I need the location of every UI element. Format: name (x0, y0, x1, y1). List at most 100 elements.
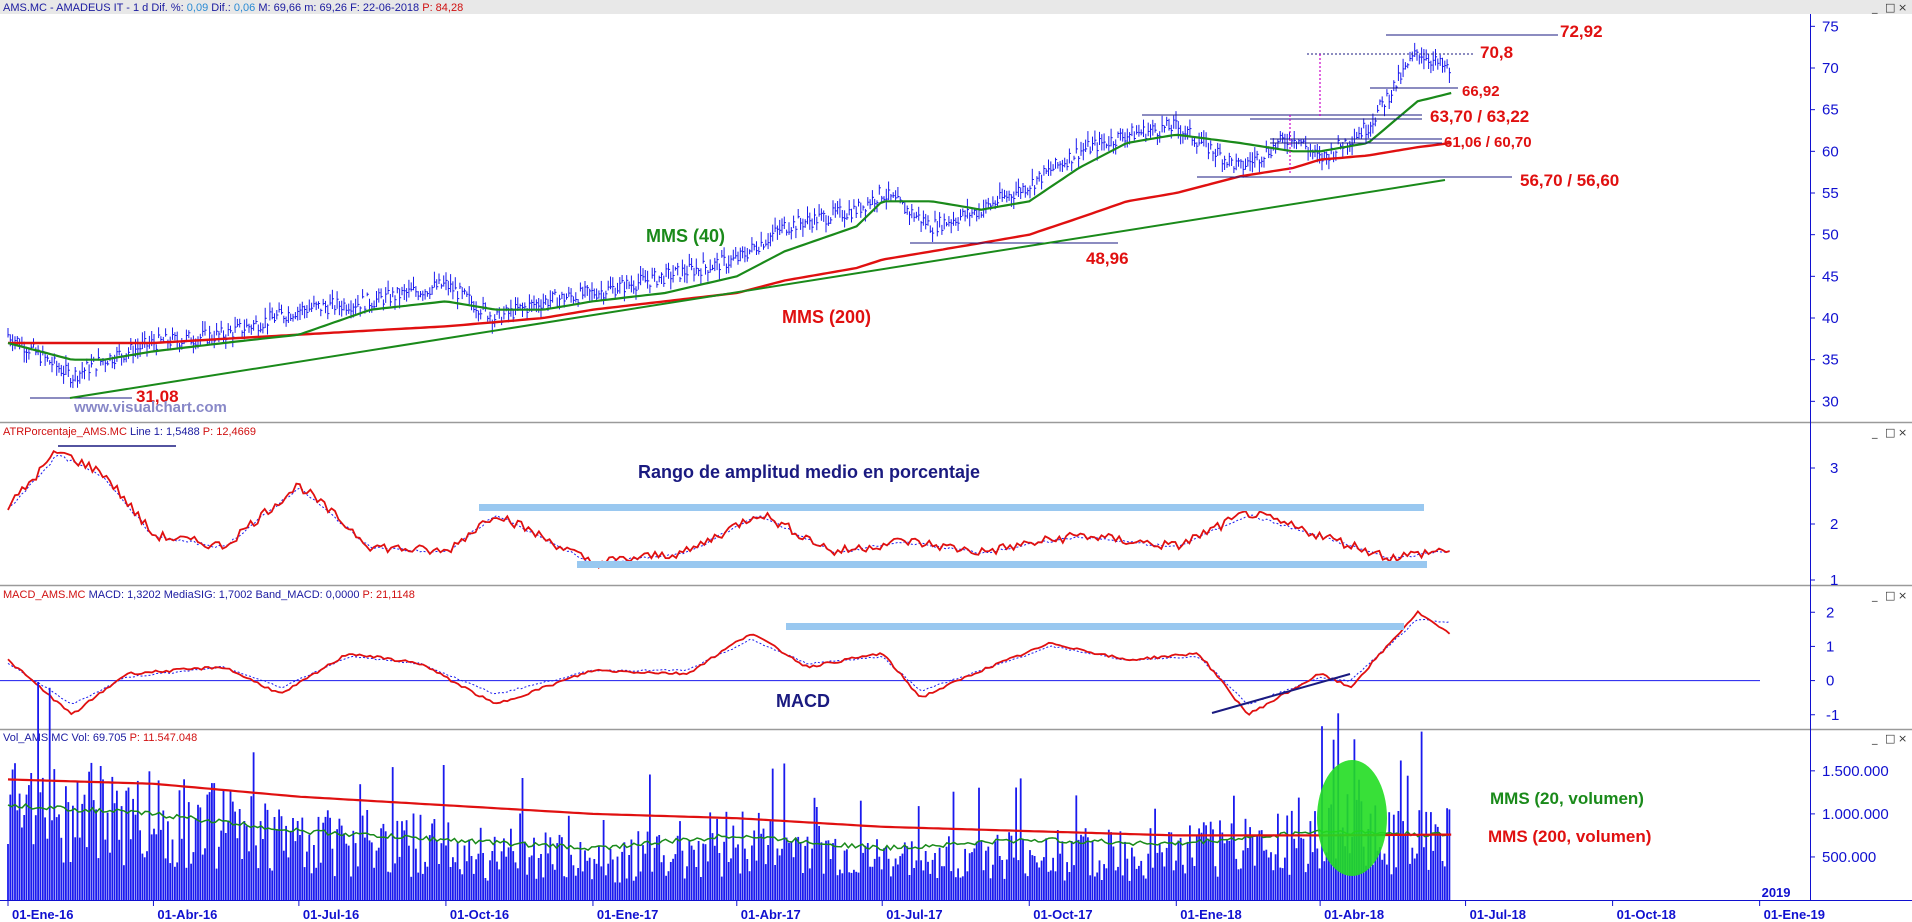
x-tick-label: 01-Abr-17 (741, 907, 801, 922)
volume-bar (665, 875, 667, 900)
volume-bar (162, 810, 165, 900)
volume-annotations: MMS (20, volumen) MMS (200, volumen) (1317, 760, 1651, 876)
volume-bar (690, 845, 693, 900)
minimize-icon[interactable]: _ (1871, 732, 1878, 745)
volume-bar (799, 843, 802, 900)
volume-bar (591, 879, 593, 900)
volume-bar (259, 821, 262, 900)
volume-bar (1265, 849, 1268, 900)
volume-bar (18, 793, 21, 900)
minimize-icon[interactable]: _ (1871, 426, 1878, 439)
volume-bar (542, 877, 545, 900)
volume-bar (883, 848, 885, 900)
volume-bar (452, 857, 454, 900)
close-icon[interactable]: × (1898, 1, 1907, 14)
volume-bar (839, 869, 841, 900)
volume-bar (51, 820, 53, 900)
volume-bar (169, 863, 172, 900)
close-icon[interactable]: × (1898, 426, 1907, 439)
volume-bar (741, 811, 744, 900)
x-tick-label: 01-Oct-18 (1617, 907, 1676, 922)
restore-icon[interactable]: □ (1885, 426, 1895, 439)
volume-bar (326, 810, 329, 900)
y-tick-label: 35 (1822, 352, 1839, 369)
volume-bar (676, 835, 679, 900)
y-tick-label: 1.500.000 (1822, 763, 1889, 780)
series-line-mms-40 (7, 91, 1452, 361)
volume-bar (1202, 822, 1205, 900)
volume-bar (1070, 841, 1073, 900)
volume-bar (1395, 867, 1397, 900)
volume-bar (1172, 870, 1175, 900)
x-tick-label: 01-Jul-18 (1470, 907, 1526, 922)
price-labels: 72,92 70,8 66,92 63,70 / 63,22 61,06 / 6… (73, 22, 1619, 416)
volume-bar (1131, 847, 1133, 900)
x-tick-label: 01-Oct-16 (450, 907, 509, 922)
volume-bar (236, 838, 239, 900)
volume-bar (463, 845, 466, 900)
volume-bar (118, 839, 121, 900)
volume-bar (220, 830, 223, 900)
volume-window-buttons[interactable]: _ □ × (1871, 732, 1907, 745)
volume-bar (1175, 860, 1177, 900)
volume-bar (401, 821, 403, 900)
volume-bar (1170, 832, 1173, 900)
macd-window-buttons[interactable]: _ □ × (1871, 589, 1907, 602)
minimize-icon[interactable]: _ (1871, 1, 1878, 14)
minimize-icon[interactable]: _ (1871, 589, 1878, 602)
volume-bar (767, 845, 769, 900)
price-window-buttons[interactable]: _ □ × (1871, 1, 1907, 14)
atr-window-buttons[interactable]: _ □ × (1871, 426, 1907, 439)
volume-bar (461, 874, 464, 900)
volume-bar (187, 802, 190, 900)
header-part: P: 12,4669 (200, 426, 256, 438)
restore-icon[interactable]: □ (1885, 589, 1895, 602)
restore-icon[interactable]: □ (1885, 732, 1895, 745)
volume-bar (53, 769, 56, 900)
volume-bar (846, 849, 848, 900)
volume-bar (257, 868, 260, 900)
macd-header: MACD_AMS.MC MACD: 1,3202 MediaSIG: 1,700… (3, 589, 415, 601)
volume-bar (526, 874, 528, 900)
volume-bar (945, 846, 948, 900)
restore-icon[interactable]: □ (1885, 1, 1895, 14)
volume-bar (808, 868, 811, 900)
volume-bar (727, 862, 730, 900)
header-part: Line 1: (130, 426, 166, 438)
volume-bar (415, 848, 417, 900)
volume-bar (1235, 858, 1238, 900)
volume-bar (887, 858, 890, 900)
close-icon[interactable]: × (1898, 732, 1907, 745)
volume-bar (1246, 848, 1249, 900)
volume-bar (565, 877, 568, 900)
volume-bar (1335, 858, 1337, 900)
volume-bar (213, 783, 216, 900)
volume-bar (764, 864, 767, 900)
year-label: 2019 (1762, 885, 1791, 900)
volume-bar (781, 848, 783, 900)
volume-bar (440, 843, 443, 900)
volume-bar (1416, 853, 1418, 900)
volume-bar (373, 867, 375, 900)
volume-bar (869, 866, 871, 900)
volume-bar (570, 854, 572, 900)
volume-bar (811, 848, 813, 900)
volume-bar (1084, 828, 1087, 900)
volume-bar (90, 762, 93, 900)
x-tick-label: 01-Ene-19 (1764, 907, 1825, 922)
volume-bar (477, 853, 480, 900)
volume-bar (1274, 854, 1277, 900)
volume-bar (540, 854, 542, 900)
volume-bar (679, 821, 681, 900)
volume-bar (697, 841, 700, 900)
close-icon[interactable]: × (1898, 589, 1907, 602)
volume-bar (669, 862, 672, 900)
volume-bar (1404, 833, 1407, 900)
volume-bar (1098, 860, 1101, 900)
volume-bar (308, 834, 311, 900)
volume-bar (139, 830, 141, 900)
volume-bar (231, 801, 234, 900)
volume-bar (1135, 868, 1138, 900)
volume-bar (1177, 840, 1180, 900)
